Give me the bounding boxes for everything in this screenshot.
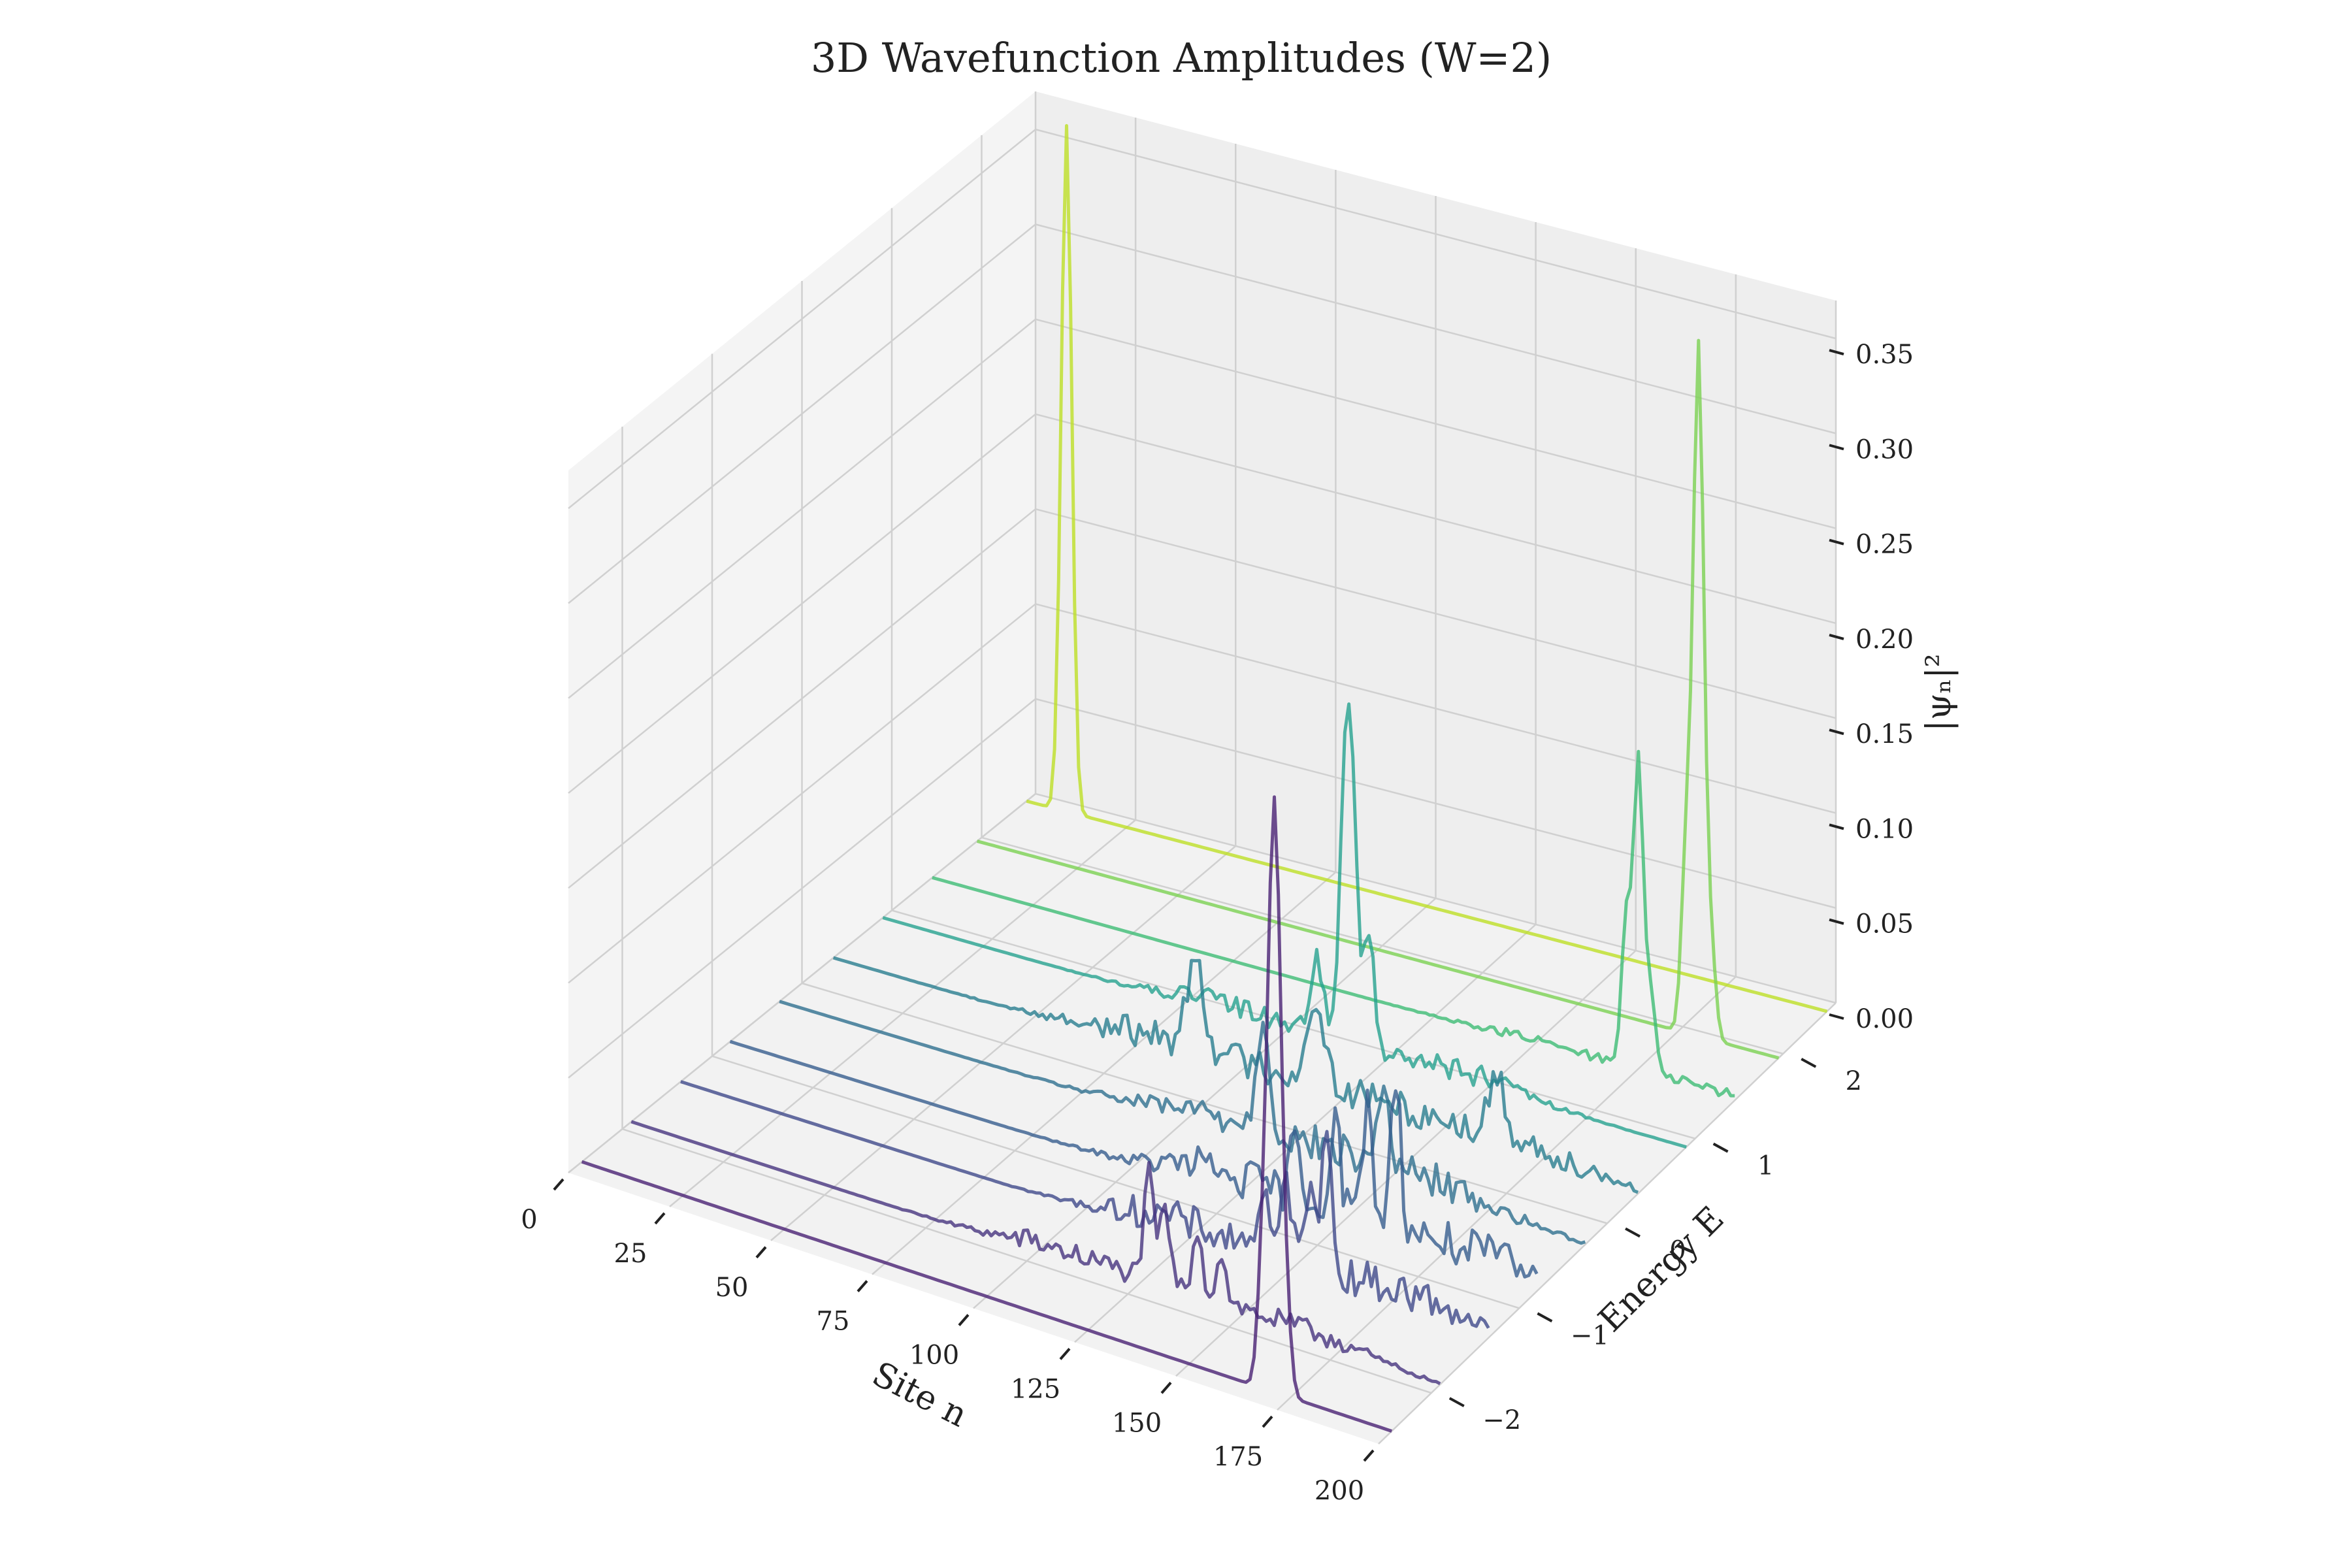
series-line-7: [882, 702, 1687, 1149]
series-line-5: [779, 1000, 1586, 1245]
x-tick-mark: [1363, 1449, 1375, 1462]
grid-line-y-floor: [711, 1055, 1520, 1309]
x-tick-mark: [755, 1246, 767, 1259]
axis-panes: [568, 91, 1836, 1444]
z-tick-label: 0.05: [1855, 909, 1914, 939]
series-line-10: [1026, 123, 1828, 1013]
grid-line-z-side: [568, 698, 1036, 1079]
z-tick-label: 0.10: [1855, 814, 1914, 844]
grid-line-z-side: [568, 129, 1036, 510]
y-tick-mark: [1712, 1142, 1729, 1153]
x-tick-mark: [1262, 1415, 1273, 1428]
grid-line-z-side: [568, 318, 1036, 699]
z-tick-label: 0.35: [1855, 340, 1914, 370]
z-tick-label: 0.25: [1855, 530, 1914, 560]
y-tick-label: 0: [1669, 1236, 1686, 1266]
series-line-9: [976, 338, 1780, 1060]
x-tick-mark: [1059, 1348, 1071, 1360]
floor-pane: [568, 794, 1836, 1444]
y-axis-label: Energy E: [1591, 1199, 1731, 1339]
grid-line-z-side: [568, 223, 1036, 604]
x-tick-mark: [553, 1178, 564, 1191]
grid-line-z-back: [1035, 603, 1837, 814]
z-tick-mark: [1829, 823, 1844, 830]
z-tick-mark: [1829, 1013, 1844, 1020]
z-tick-label: 0.30: [1855, 434, 1914, 465]
grid-line-z-back: [1035, 223, 1837, 434]
series-traces: [581, 123, 1828, 1433]
y-tick-label: 2: [1846, 1066, 1862, 1096]
z-tick-mark: [1829, 728, 1844, 736]
x-tick-label: 0: [521, 1205, 537, 1235]
x-tick-label: 125: [1011, 1374, 1060, 1404]
y-tick-mark: [1625, 1227, 1641, 1238]
x-tick-mark: [958, 1314, 970, 1326]
z-tick-label: 0.20: [1855, 625, 1914, 655]
grid-line-y-floor: [981, 836, 1784, 1055]
z-tick-mark: [1829, 444, 1844, 451]
grid-line-z-side: [568, 413, 1036, 794]
z-tick-mark: [1829, 633, 1844, 640]
series-line-2: [630, 1120, 1441, 1386]
z-axis-label: |ψₙ|²: [1919, 653, 1959, 731]
y-tick-mark: [1537, 1312, 1553, 1323]
axis-ticks: 0 25 50 75 100 125 150 175 200 −2 −1 0 1 2 0.00 0.05 0.1…: [521, 340, 1914, 1506]
x-tick-label: 25: [614, 1239, 647, 1269]
chart-title: 3D Wavefunction Amplitudes (W=2): [811, 34, 1552, 82]
grid-line-z-back: [1035, 792, 1837, 1004]
grid-line-z-side: [568, 508, 1036, 889]
x-tick-label: 75: [817, 1307, 850, 1337]
z-tick-label: 0.15: [1855, 719, 1914, 749]
series-line-3: [680, 1080, 1490, 1329]
y-tick-label: 1: [1757, 1151, 1774, 1181]
z-tick-label: 0.00: [1855, 1004, 1914, 1034]
x-tick-mark: [654, 1212, 666, 1225]
z-tick-mark: [1829, 538, 1844, 546]
grid-line-z-back: [1035, 508, 1837, 719]
y-tick-label: −2: [1482, 1405, 1521, 1435]
z-tick-mark: [1829, 349, 1844, 356]
x-tick-label: 50: [715, 1273, 749, 1303]
x-tick-label: 175: [1213, 1442, 1263, 1472]
grid-line-y-floor: [622, 1128, 1432, 1394]
grid-line-z-back: [1035, 128, 1837, 340]
y-tick-mark: [1448, 1397, 1465, 1407]
y-tick-label: −1: [1571, 1320, 1609, 1350]
grid-line-z-side: [568, 603, 1036, 984]
grid-line-z-side: [568, 793, 1036, 1173]
x-tick-label: 150: [1112, 1408, 1162, 1438]
x-tick-label: 100: [909, 1341, 959, 1371]
grid-line-z-back: [1035, 698, 1837, 909]
x-tick-mark: [857, 1280, 868, 1292]
z-tick-mark: [1829, 918, 1844, 925]
series-line-6: [832, 956, 1639, 1194]
y-tick-mark: [1801, 1058, 1817, 1068]
series-line-1: [581, 795, 1392, 1433]
x-tick-mark: [1160, 1381, 1172, 1394]
series-line-4: [729, 1039, 1539, 1279]
x-tick-label: 200: [1315, 1476, 1364, 1506]
